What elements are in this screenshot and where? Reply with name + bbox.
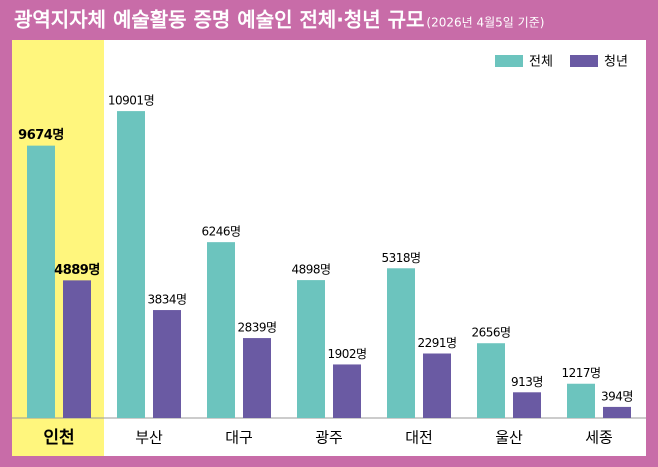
bar	[477, 343, 505, 418]
legend-label: 청년	[604, 55, 628, 70]
value-label: 9674명	[18, 127, 64, 143]
bar	[567, 383, 595, 418]
bar	[603, 406, 631, 418]
value-label: 2839명	[237, 321, 276, 335]
bar	[207, 242, 235, 418]
legend-swatch	[570, 55, 598, 67]
bar	[297, 280, 325, 418]
value-label: 4898명	[291, 263, 330, 277]
value-label: 4889명	[54, 262, 100, 278]
value-label: 1902명	[327, 347, 366, 361]
chart-subtitle: (2026년 4월5일 기준)	[426, 16, 544, 30]
legend-swatch	[495, 55, 523, 67]
x-tick-label: 세종	[585, 429, 613, 447]
bar	[513, 392, 541, 418]
value-label: 394명	[601, 389, 633, 403]
bar	[333, 364, 361, 418]
x-tick-label: 광주	[315, 429, 343, 447]
value-label: 1217명	[561, 366, 600, 380]
value-label: 3834명	[147, 293, 186, 307]
value-label: 913명	[511, 375, 543, 389]
bar	[117, 111, 145, 419]
x-tick-label: 대전	[405, 429, 433, 447]
bar	[387, 268, 415, 418]
x-tick-label: 인천	[43, 428, 74, 448]
chart-title: 광역지자체 예술활동 증명 예술인 전체·청년 규모	[14, 8, 424, 32]
x-tick-label: 울산	[495, 429, 523, 447]
value-label: 2291명	[417, 336, 456, 350]
bar	[153, 310, 181, 418]
bar	[27, 145, 55, 418]
value-label: 5318명	[381, 251, 420, 265]
value-label: 6246명	[201, 225, 240, 239]
x-tick-label: 대구	[225, 429, 253, 447]
legend-label: 전체	[529, 55, 553, 70]
value-label: 10901명	[108, 94, 154, 108]
bar	[243, 338, 271, 418]
bar	[423, 353, 451, 418]
x-tick-label: 부산	[135, 429, 163, 447]
bar	[63, 280, 91, 418]
value-label: 2656명	[471, 326, 510, 340]
